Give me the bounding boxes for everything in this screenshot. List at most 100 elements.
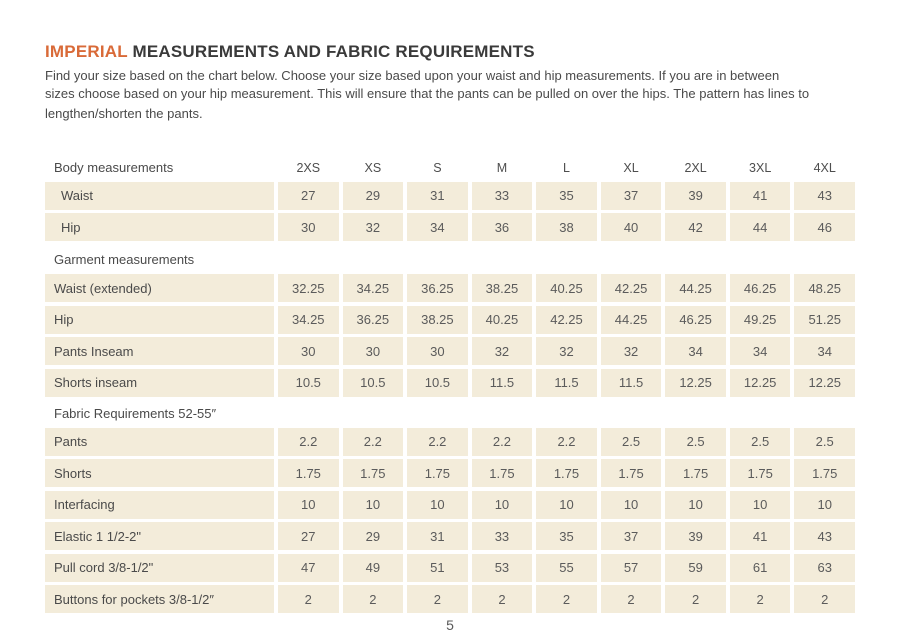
value-cell: 40 — [600, 213, 662, 241]
value-cell: 2 — [342, 585, 404, 613]
value-cell: 48.25 — [794, 274, 855, 302]
value-cell: 46.25 — [665, 305, 726, 334]
table-row: Shorts 1.75 1.75 1.75 1.75 1.75 1.75 1.75 1.75 1.… — [45, 459, 855, 487]
row-label: Elastic 1 1/2-2" — [45, 522, 274, 550]
title-highlight: IMPERIAL — [45, 42, 128, 61]
value-cell: 57 — [600, 553, 662, 582]
value-cell: 1.75 — [536, 459, 597, 487]
section-label: Fabric Requirements 52-55″ — [54, 406, 217, 422]
row-label: Pants — [45, 427, 274, 456]
value-cell: 44 — [729, 213, 791, 241]
value-cell: 1.75 — [471, 459, 533, 487]
row-label: Waist (extended) — [45, 274, 274, 302]
value-cell: 2 — [665, 585, 726, 613]
value-cell: 1.75 — [729, 459, 791, 487]
title-rest: MEASUREMENTS AND FABRIC REQUIREMENTS — [127, 42, 535, 61]
value-cell: 41 — [729, 181, 791, 210]
value-cell: 12.25 — [665, 368, 726, 397]
value-cell: 1.75 — [407, 459, 468, 487]
table-row: Hip 30 32 34 36 38 40 42 44 46 — [45, 213, 855, 241]
size-column-header: M — [496, 160, 508, 175]
value-cell: 31 — [407, 522, 468, 550]
size-column-header: S — [433, 160, 442, 175]
value-cell: 30 — [278, 213, 339, 241]
table-row: Pants 2.2 2.2 2.2 2.2 2.2 2.5 2.5 2.5 2.5 — [45, 427, 855, 456]
value-cell: 33 — [471, 522, 533, 550]
value-cell: 63 — [794, 553, 855, 582]
value-cell: 10 — [278, 490, 339, 519]
value-cell: 2.2 — [278, 427, 339, 456]
value-cell: 36.25 — [342, 305, 404, 334]
value-cell: 61 — [729, 553, 791, 582]
page-title: IMPERIAL MEASUREMENTS AND FABRIC REQUIRE… — [45, 42, 855, 62]
value-cell: 42.25 — [536, 305, 597, 334]
value-cell: 2.5 — [665, 427, 726, 456]
row-label: Pull cord 3/8-1/2" — [45, 553, 274, 582]
size-column-header: XS — [364, 160, 382, 175]
size-column-header: 3XL — [749, 160, 772, 175]
value-cell: 49 — [342, 553, 404, 582]
value-cell: 44.25 — [600, 305, 662, 334]
value-cell: 38.25 — [471, 274, 533, 302]
row-label: Shorts inseam — [45, 368, 274, 397]
value-cell: 10 — [342, 490, 404, 519]
value-cell: 27 — [278, 181, 339, 210]
value-cell: 43 — [794, 181, 855, 210]
value-cell: 10 — [600, 490, 662, 519]
value-cell: 1.75 — [278, 459, 339, 487]
value-cell: 1.75 — [600, 459, 662, 487]
intro-line: Find your size based on the chart below.… — [45, 68, 780, 83]
value-cell: 2.5 — [794, 427, 855, 456]
value-cell: 10.5 — [342, 368, 404, 397]
value-cell: 34 — [729, 337, 791, 365]
value-cell: 29 — [342, 181, 404, 210]
page-number: 5 — [446, 616, 454, 633]
value-cell: 10 — [407, 490, 468, 519]
value-cell: 34.25 — [342, 274, 404, 302]
value-cell: 2 — [407, 585, 468, 613]
value-cell: 51 — [407, 553, 468, 582]
value-cell: 34 — [407, 213, 468, 241]
size-column-header: 4XL — [813, 160, 836, 175]
value-cell: 30 — [407, 337, 468, 365]
table-row: Waist (extended) 32.25 34.25 36.25 38.25 40.2… — [45, 274, 855, 302]
value-cell: 40.25 — [471, 305, 533, 334]
value-cell: 44.25 — [665, 274, 726, 302]
size-column-header: XL — [623, 160, 639, 175]
value-cell: 53 — [471, 553, 533, 582]
value-cell: 2 — [729, 585, 791, 613]
value-cell: 36.25 — [407, 274, 468, 302]
value-cell: 2.2 — [407, 427, 468, 456]
value-cell: 10.5 — [407, 368, 468, 397]
row-label: Waist — [45, 181, 274, 210]
size-column-header: 2XS — [296, 160, 321, 175]
value-cell: 38 — [536, 213, 597, 241]
value-cell: 10 — [729, 490, 791, 519]
value-cell: 1.75 — [665, 459, 726, 487]
row-label: Hip — [45, 305, 274, 334]
value-cell: 32 — [536, 337, 597, 365]
table-row: Pants Inseam 30 30 30 32 32 32 34 34 34 — [45, 337, 855, 365]
value-cell: 34 — [794, 337, 855, 365]
section-header: Body measurements 2XS XS S M L XL 2XL 3XL 4XL — [45, 154, 855, 182]
value-cell: 2 — [536, 585, 597, 613]
table-row: Pull cord 3/8-1/2" 47 49 51 53 55 57 59 61 63 — [45, 553, 855, 582]
value-cell: 2.2 — [536, 427, 597, 456]
value-cell: 39 — [665, 522, 726, 550]
row-label: Hip — [45, 213, 274, 241]
row-label: Pants Inseam — [45, 337, 274, 365]
value-cell: 2 — [794, 585, 855, 613]
table-row: Interfacing 10 10 10 10 10 10 10 10 10 — [45, 490, 855, 519]
value-cell: 30 — [342, 337, 404, 365]
value-cell: 1.75 — [794, 459, 855, 487]
table-row: Elastic 1 1/2-2" 27 29 31 33 35 37 39 41 43 — [45, 522, 855, 550]
value-cell: 10 — [471, 490, 533, 519]
value-cell: 31 — [407, 181, 468, 210]
value-cell: 32.25 — [278, 274, 339, 302]
value-cell: 39 — [665, 181, 726, 210]
table-row: Shorts inseam 10.5 10.5 10.5 11.5 11.5 11.5 12.… — [45, 368, 855, 397]
value-cell: 1.75 — [342, 459, 404, 487]
value-cell: 37 — [600, 522, 662, 550]
value-cell: 10 — [794, 490, 855, 519]
